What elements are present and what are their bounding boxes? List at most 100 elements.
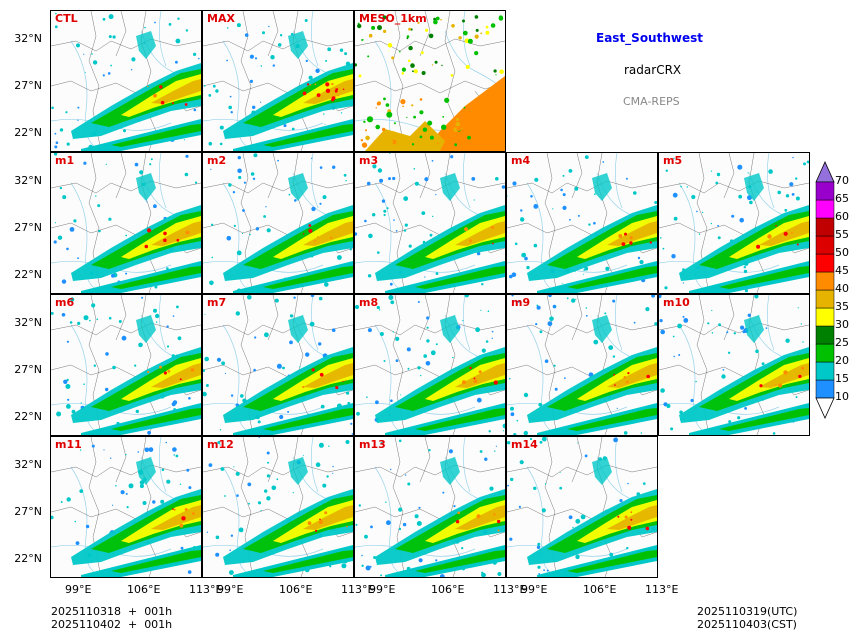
colorbar-level-label: 25 xyxy=(835,336,849,349)
radar-map xyxy=(507,153,657,293)
lon-tick-label: 99°E xyxy=(521,583,548,596)
lat-tick-label: 32°N xyxy=(14,458,42,471)
lon-tick-label: 99°E xyxy=(65,583,92,596)
radar-map xyxy=(203,295,353,435)
radar-map xyxy=(355,437,505,577)
lat-tick-label: 32°N xyxy=(14,174,42,187)
panel-label: m9 xyxy=(511,296,531,309)
panel-label: m8 xyxy=(359,296,379,309)
colorbar-level-label: 60 xyxy=(835,210,849,223)
forecast-panel-m2: m2 xyxy=(202,152,354,294)
lat-tick-label: 22°N xyxy=(14,552,42,565)
radar-map xyxy=(51,437,201,577)
radar-map xyxy=(51,153,201,293)
radar-map xyxy=(507,437,657,577)
forecast-panel-m13: m13 xyxy=(354,436,506,578)
lat-tick-label: 22°N xyxy=(14,410,42,423)
radar-map xyxy=(659,295,809,435)
panel-label: m13 xyxy=(359,438,386,451)
colorbar-segment xyxy=(815,343,835,363)
colorbar-segment xyxy=(815,289,835,309)
panel-label: m10 xyxy=(663,296,690,309)
model-source: CMA-REPS xyxy=(623,95,680,108)
lon-tick-label: 106°E xyxy=(127,583,161,596)
forecast-panel-m8: m8 xyxy=(354,294,506,436)
panel-label: m2 xyxy=(207,154,227,167)
colorbar-segment xyxy=(815,235,835,255)
lon-tick-label: 106°E xyxy=(583,583,617,596)
radar-map xyxy=(659,153,809,293)
colorbar-level-label: 70 xyxy=(835,174,849,187)
colorbar-level-label: 35 xyxy=(835,300,849,313)
forecast-panel-m10: m10 xyxy=(658,294,810,436)
region-title: East_Southwest xyxy=(596,31,703,45)
valid-time-utc: 2025110319(UTC) xyxy=(697,605,798,618)
forecast-panel-m12: m12 xyxy=(202,436,354,578)
lon-tick-label: 99°E xyxy=(217,583,244,596)
panel-label: m12 xyxy=(207,438,234,451)
radar-map xyxy=(51,11,201,151)
forecast-panel-m1: m1 xyxy=(50,152,202,294)
colorbar-level-label: 30 xyxy=(835,318,849,331)
init-time-utc: 2025110318 + 001h xyxy=(51,605,173,618)
forecast-panel-m5: m5 xyxy=(658,152,810,294)
colorbar-segment xyxy=(815,253,835,273)
lat-tick-label: 27°N xyxy=(14,79,42,92)
colorbar-level-label: 20 xyxy=(835,354,849,367)
radar-map xyxy=(355,153,505,293)
colorbar-scale xyxy=(815,161,835,419)
panel-label: m3 xyxy=(359,154,379,167)
colorbar-segment xyxy=(815,199,835,219)
forecast-panel-max: MAX xyxy=(202,10,354,152)
lon-tick-label: 113°E xyxy=(189,583,223,596)
panel-label: m6 xyxy=(55,296,75,309)
forecast-panel-meso-1km: MESO_1km xyxy=(354,10,506,152)
lon-tick-label: 106°E xyxy=(279,583,313,596)
radar-map xyxy=(355,11,505,151)
valid-time-cst: 2025110403(CST) xyxy=(697,618,797,631)
colorbar-level-label: 10 xyxy=(835,390,849,403)
lon-tick-label: 113°E xyxy=(493,583,527,596)
colorbar-level-label: 45 xyxy=(835,264,849,277)
panel-label: m1 xyxy=(55,154,75,167)
colorbar-segment xyxy=(815,361,835,381)
variable-name: radarCRX xyxy=(624,63,682,77)
colorbar-under-arrow xyxy=(815,397,835,419)
forecast-panel-m7: m7 xyxy=(202,294,354,436)
lon-tick-label: 106°E xyxy=(431,583,465,596)
colorbar-segment xyxy=(815,271,835,291)
radar-map xyxy=(51,295,201,435)
lon-tick-label: 113°E xyxy=(341,583,375,596)
forecast-panel-m9: m9 xyxy=(506,294,658,436)
colorbar-level-label: 15 xyxy=(835,372,849,385)
radar-map xyxy=(203,437,353,577)
lat-tick-label: 27°N xyxy=(14,221,42,234)
panel-label: m14 xyxy=(511,438,538,451)
forecast-panel-ctl: CTL xyxy=(50,10,202,152)
colorbar-segment xyxy=(815,379,835,399)
lat-tick-label: 27°N xyxy=(14,363,42,376)
panel-label: CTL xyxy=(55,12,78,25)
radar-map xyxy=(203,153,353,293)
panel-label: m5 xyxy=(663,154,683,167)
lat-tick-label: 22°N xyxy=(14,268,42,281)
colorbar-segment xyxy=(815,181,835,201)
panel-label: MAX xyxy=(207,12,235,25)
panel-label: m11 xyxy=(55,438,82,451)
panel-label: m4 xyxy=(511,154,531,167)
lat-tick-label: 27°N xyxy=(14,505,42,518)
radar-map xyxy=(507,295,657,435)
lon-tick-label: 113°E xyxy=(645,583,679,596)
panel-label: m7 xyxy=(207,296,227,309)
colorbar-over-arrow xyxy=(815,161,835,183)
forecast-panel-m11: m11 xyxy=(50,436,202,578)
colorbar-segment xyxy=(815,325,835,345)
init-time-cst: 2025110402 + 001h xyxy=(51,618,173,631)
colorbar-level-label: 55 xyxy=(835,228,849,241)
panel-label: MESO_1km xyxy=(359,12,427,25)
colorbar-level-label: 40 xyxy=(835,282,849,295)
forecast-panel-m4: m4 xyxy=(506,152,658,294)
lon-tick-label: 99°E xyxy=(369,583,396,596)
radar-map xyxy=(203,11,353,151)
forecast-panel-m14: m14 xyxy=(506,436,658,578)
